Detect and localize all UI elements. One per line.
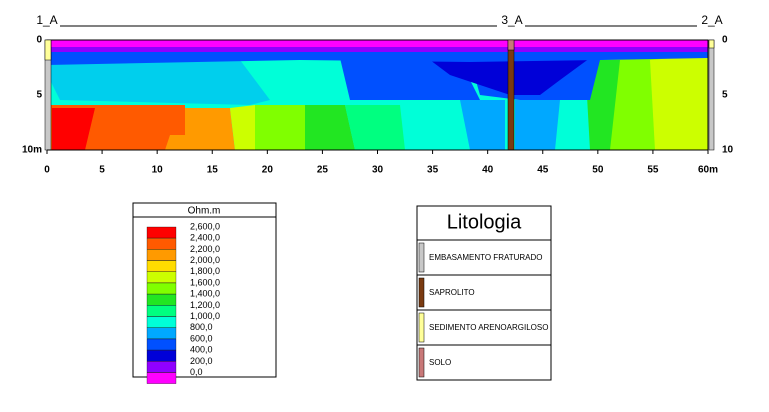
- color-swatch: [146, 361, 177, 373]
- legend-label: 600,0: [190, 333, 213, 343]
- color-swatch: [146, 294, 177, 306]
- resistivity-section: [44, 25, 715, 151]
- color-swatch: [146, 338, 177, 351]
- legend-label: 1,200,0: [190, 300, 220, 310]
- legend-label: 800,0: [190, 322, 213, 332]
- x-tick-label: 25: [317, 165, 329, 176]
- legend-label: SEDIMENTO ARENOARGILOSO: [429, 323, 548, 332]
- color-swatch: [146, 327, 177, 339]
- x-tick-label: 15: [207, 165, 219, 176]
- x-tick-label: 35: [427, 165, 439, 176]
- lithology-swatch: [418, 242, 425, 273]
- color-swatch: [146, 316, 177, 328]
- color-swatch: [146, 282, 177, 295]
- x-tick-label: 60m: [698, 165, 718, 176]
- legend-label: 1,400,0: [190, 289, 220, 299]
- color-swatch: [146, 249, 177, 261]
- color-swatch: [146, 260, 177, 272]
- well-label: 3_A: [501, 13, 522, 27]
- color-swatch: [146, 271, 177, 283]
- legend-label: 400,0: [190, 345, 213, 355]
- x-tick-label: 55: [647, 165, 659, 176]
- lithology-swatch: [418, 277, 425, 308]
- resistivity-items: 2,600,0 2,400,02,200,02,000,01,800,01,600…: [146, 221, 220, 384]
- x-tick-label: 20: [262, 165, 274, 176]
- color-swatch: [146, 350, 177, 362]
- lithology-items: EMBASAMENTO FRATURADO SAPROLITO SEDIMENTO …: [417, 239, 551, 378]
- well-label: 2_A: [701, 13, 722, 27]
- color-swatch: [146, 372, 177, 384]
- y-tick-label: 5: [722, 90, 728, 101]
- legend-label: 200,0: [190, 356, 213, 366]
- legend-title: Litologia: [447, 211, 522, 233]
- legend-label: 1,800,0: [190, 266, 220, 276]
- color-swatch: [146, 226, 177, 239]
- section-axes: 1_A 3_A 2_A0 5 10 15 20 25 30 35 40 45 50 55 60m0510m0…: [22, 13, 734, 175]
- legend-title: Ohm.m: [188, 206, 221, 217]
- x-tick-label: 5: [99, 165, 105, 176]
- x-tick-label: 50: [592, 165, 604, 176]
- legend-label: 2,400,0: [190, 233, 220, 243]
- legend-label: SOLO: [429, 358, 451, 367]
- legend-label: 2,600,0: [190, 221, 220, 231]
- x-tick-label: 45: [537, 165, 549, 176]
- y-tick-label: 0: [722, 35, 728, 46]
- legend-label: 0,0: [190, 367, 203, 377]
- well-label: 1_A: [36, 13, 57, 27]
- legend-label: SAPROLITO: [429, 288, 475, 297]
- x-tick-label: 40: [482, 165, 494, 176]
- y-tick-label: 10m: [22, 145, 42, 156]
- legend-label: 2,000,0: [190, 255, 220, 265]
- legend-label: 1,600,0: [190, 277, 220, 287]
- y-tick-label: 5: [36, 90, 42, 101]
- legend-label: 2,200,0: [190, 244, 220, 254]
- color-swatch: [146, 238, 177, 250]
- y-tick-label: 0: [36, 35, 42, 46]
- x-tick-label: 30: [372, 165, 384, 176]
- lithology-swatch: [418, 312, 425, 343]
- x-tick-label: 10: [152, 165, 164, 176]
- lithology-swatch: [418, 347, 425, 378]
- legend-label: EMBASAMENTO FRATURADO: [429, 253, 543, 262]
- color-swatch: [146, 305, 177, 317]
- x-tick-label: 0: [44, 165, 50, 176]
- legend-label: 1,000,0: [190, 311, 220, 321]
- y-tick-label: 10: [722, 145, 734, 156]
- lithology-legend: [416, 205, 552, 381]
